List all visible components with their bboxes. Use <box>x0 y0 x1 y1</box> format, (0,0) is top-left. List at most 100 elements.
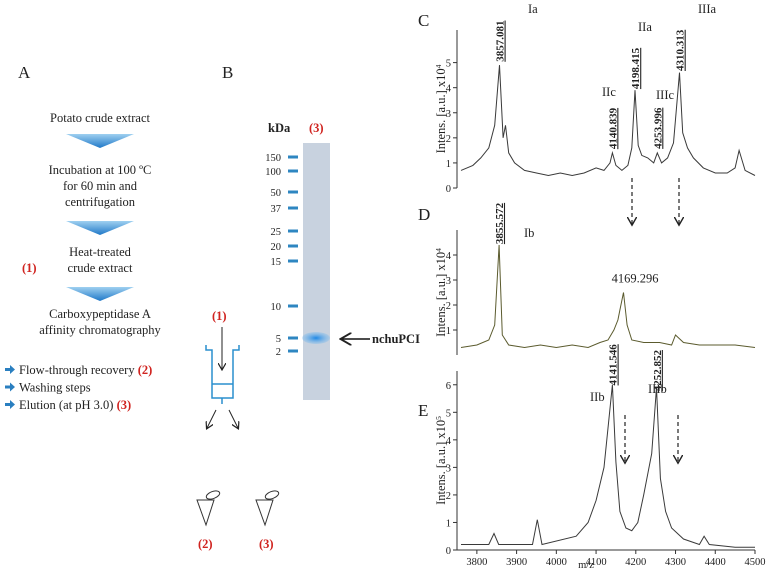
tube-label: (2) <box>198 537 213 551</box>
flow-arrow <box>207 409 217 428</box>
y-axis-label: Intens. [a.u.] x104 <box>434 248 448 337</box>
y-tick-label: 2 <box>446 491 451 502</box>
peak-label: 4253.996 <box>652 107 664 149</box>
y-tick-label: 4 <box>446 84 452 95</box>
peak-label: 4252.852 <box>652 350 664 392</box>
chevron <box>66 221 134 235</box>
peak-label: 4140.839 <box>607 107 619 149</box>
step-text: Carboxypeptidase A <box>49 307 151 321</box>
marker-label: 37 <box>271 204 282 215</box>
y-tick-label: 1 <box>446 326 451 337</box>
tube <box>255 490 280 527</box>
peak-label: 4198.415 <box>630 47 642 89</box>
spectrum <box>461 384 755 548</box>
y-label-text: Intens. [a.u.] x10 <box>434 420 448 505</box>
step-text: Heat-treated <box>69 245 132 259</box>
bullet-label: Washing steps <box>19 381 91 395</box>
marker-label: 15 <box>271 257 282 268</box>
y-tick-label: 1 <box>446 159 451 170</box>
spectrum <box>460 65 756 177</box>
chevron <box>66 287 134 301</box>
x-tick-label: 4400 <box>705 557 726 568</box>
spectrum <box>460 244 756 349</box>
x-tick-label: 4100 <box>586 557 607 568</box>
x-axis-label: m/z <box>578 560 594 571</box>
step-text: centrifugation <box>65 195 136 209</box>
x-tick-label: 4500 <box>745 557 766 568</box>
bullet-tag: (3) <box>117 398 132 412</box>
bullet-arrow <box>5 382 15 392</box>
peak-annotation: IIIa <box>698 2 716 16</box>
y-tick-label: 5 <box>446 408 451 419</box>
panel-label: A <box>18 63 31 82</box>
x-tick-label: 4000 <box>546 557 567 568</box>
y-label-exp: 5 <box>434 416 443 420</box>
y-label-text: Intens. [a.u.] x10 <box>434 68 448 153</box>
chevron <box>66 134 134 148</box>
x-tick-label: 4300 <box>665 557 686 568</box>
peak-annotation: IIc <box>602 85 616 99</box>
bullet-text: Flow-through recovery (2) <box>19 363 152 377</box>
step-text: crude extract <box>68 261 133 275</box>
y-tick-label: 4 <box>446 251 452 262</box>
panel-label: B <box>222 63 233 82</box>
bullet-arrow <box>5 365 15 374</box>
peak-annotation: Ib <box>524 226 534 240</box>
gel-lane <box>303 143 330 400</box>
y-tick-label: 0 <box>446 184 451 195</box>
y-tick-label: 5 <box>446 59 451 70</box>
marker-label: 2 <box>276 347 281 358</box>
y-tick-label: 1 <box>446 518 451 529</box>
marker-label: 5 <box>276 334 281 345</box>
peak-label: 4310.313 <box>675 29 687 71</box>
peak-label: 4141.546 <box>608 344 620 386</box>
bullet-tag: (2) <box>138 363 153 377</box>
marker-label: 100 <box>265 167 281 178</box>
bullet-text: Elution (at pH 3.0) (3) <box>19 398 131 412</box>
marker-label: 150 <box>265 153 281 164</box>
y-axis-label: Intens. [a.u.] x104 <box>434 64 448 153</box>
step-text: for 60 min and <box>63 179 138 193</box>
tube-label: (3) <box>259 537 274 551</box>
y-label-text: Intens. [a.u.] x10 <box>434 252 448 337</box>
x-tick-label: 4200 <box>625 557 646 568</box>
step-marker: (1) <box>22 261 37 275</box>
peak-annotation: Ia <box>528 2 538 16</box>
tube <box>196 490 221 527</box>
x-tick-label: 3900 <box>506 557 527 568</box>
peak-label: 3857.081 <box>495 21 507 62</box>
y-tick-label: 3 <box>446 276 451 287</box>
unit-label: kDa <box>268 121 291 135</box>
y-tick-label: 3 <box>446 463 451 474</box>
step-text: Incubation at 100 ºC <box>49 163 152 177</box>
lane-label: (3) <box>309 121 324 135</box>
y-tick-label: 0 <box>446 546 451 557</box>
panel-label: E <box>418 401 428 420</box>
bullet-label: Flow-through recovery <box>19 363 135 377</box>
y-label-exp: 4 <box>434 248 443 252</box>
y-tick-label: 4 <box>446 436 452 447</box>
bullet-arrow <box>5 400 15 409</box>
y-axis-label: Intens. [a.u.] x105 <box>434 416 448 505</box>
y-tick-label: 3 <box>446 109 451 120</box>
step-text: affinity chromatography <box>39 323 161 337</box>
y-label-exp: 4 <box>434 64 443 68</box>
peak-annotation: IIIb <box>648 382 667 396</box>
peak-annotation: IIa <box>638 20 652 34</box>
y-tick-label: 2 <box>446 301 451 312</box>
panel-label: C <box>418 11 429 30</box>
peak-annotation: IIIc <box>656 88 674 102</box>
marker-label: 20 <box>271 242 282 253</box>
flow-arrow <box>228 409 238 428</box>
marker-label: 10 <box>271 302 282 313</box>
marker-label: 25 <box>271 227 282 238</box>
column-input: (1) <box>212 309 227 323</box>
bullet-label: Elution (at pH 3.0) <box>19 398 113 412</box>
bullet-text: Washing steps <box>19 381 91 395</box>
column <box>205 345 240 404</box>
marker-label: 50 <box>271 188 282 199</box>
peak-label: 3855.572 <box>494 202 506 244</box>
y-tick-label: 2 <box>446 134 451 145</box>
band-label: nchuPCI <box>372 332 420 346</box>
